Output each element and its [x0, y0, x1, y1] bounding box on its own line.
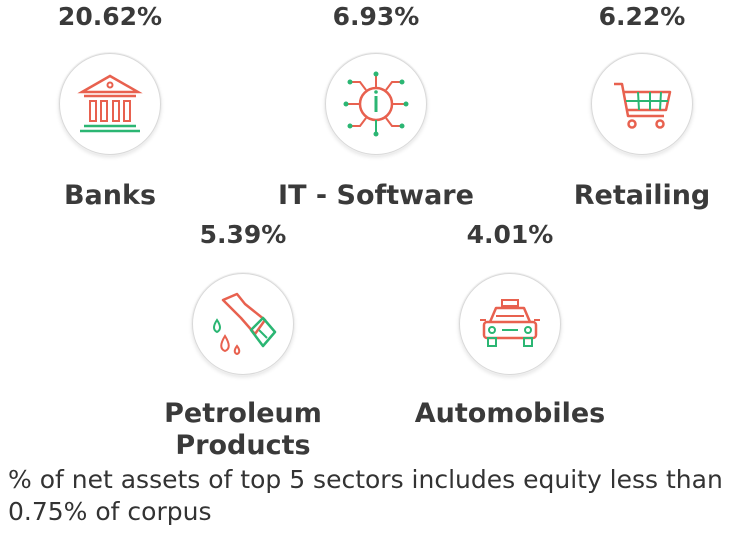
shopping-cart-icon [614, 82, 672, 129]
car-icon [480, 299, 540, 347]
sector-percent: 6.22% [598, 2, 686, 31]
sector-name: Automobiles [414, 398, 606, 429]
sector-name: Retailing [573, 180, 711, 211]
sector-percent: 6.93% [332, 2, 420, 31]
sector-automobiles: 4.01% Automobiles [390, 218, 630, 438]
shopping-cart-icon-circle [591, 53, 693, 155]
sector-banks: 20.62% Banks [0, 0, 230, 220]
sector-percent: 5.39% [199, 220, 287, 249]
chip-icon [343, 71, 409, 137]
chip-icon-circle [325, 53, 427, 155]
bank-icon [77, 74, 143, 133]
sector-name: IT - Software [278, 180, 474, 211]
sector-percent: 4.01% [466, 220, 554, 249]
sector-name: Banks [63, 180, 157, 211]
footnote: % of net assets of top 5 sectors include… [8, 465, 723, 526]
sector-name-line2: Products [175, 430, 311, 461]
sector-it-software: 6.93% IT - Software [256, 0, 496, 220]
car-icon-circle [459, 273, 561, 375]
bank-icon-circle [59, 53, 161, 155]
sector-petroleum-products: 5.39% Petroleum Products [123, 218, 363, 463]
sector-percent: 20.62% [57, 2, 163, 31]
fuel-nozzle-icon [213, 292, 277, 356]
sector-name-line1: Petroleum [164, 398, 322, 429]
sector-retailing: 6.22% Retailing [522, 0, 731, 220]
fuel-nozzle-icon-circle [192, 273, 294, 375]
